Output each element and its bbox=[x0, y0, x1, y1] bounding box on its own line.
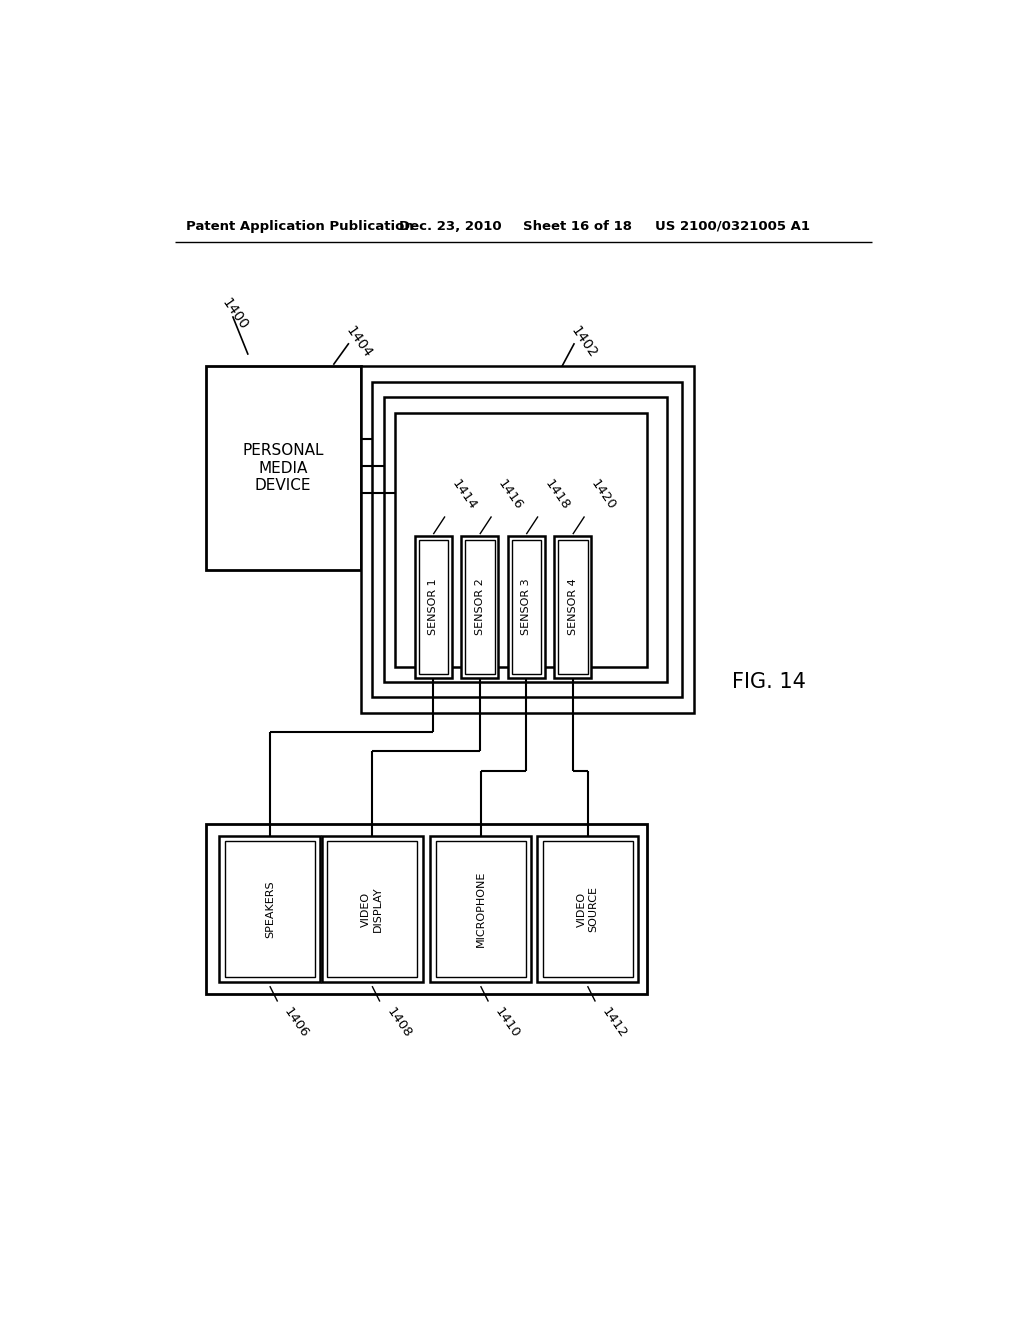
Text: VIDEO
SOURCE: VIDEO SOURCE bbox=[577, 886, 598, 932]
Bar bbox=[322, 836, 423, 982]
Bar bbox=[558, 540, 588, 675]
Text: SPEAKERS: SPEAKERS bbox=[265, 880, 274, 939]
Text: 1400: 1400 bbox=[219, 296, 251, 333]
Text: US 2100/0321005 A1: US 2100/0321005 A1 bbox=[655, 219, 810, 232]
Text: 1408: 1408 bbox=[384, 1006, 414, 1040]
Bar bbox=[372, 381, 682, 697]
Text: FIG. 14: FIG. 14 bbox=[732, 672, 806, 692]
Bar bbox=[206, 367, 360, 570]
Text: VIDEO
DISPLAY: VIDEO DISPLAY bbox=[361, 886, 383, 932]
Text: 1416: 1416 bbox=[496, 478, 525, 512]
Bar bbox=[430, 836, 531, 982]
Bar bbox=[219, 836, 321, 982]
Text: SENSOR 3: SENSOR 3 bbox=[521, 578, 531, 635]
Bar bbox=[538, 836, 638, 982]
Text: 1406: 1406 bbox=[282, 1006, 311, 1040]
Bar bbox=[328, 841, 417, 977]
Bar bbox=[543, 841, 633, 977]
Bar bbox=[415, 536, 452, 678]
Text: MICROPHONE: MICROPHONE bbox=[475, 871, 485, 948]
Text: 1404: 1404 bbox=[343, 323, 375, 360]
Text: 1410: 1410 bbox=[493, 1006, 522, 1040]
Text: 1414: 1414 bbox=[449, 478, 479, 512]
Text: Dec. 23, 2010: Dec. 23, 2010 bbox=[399, 219, 502, 232]
Bar bbox=[508, 536, 545, 678]
Text: SENSOR 2: SENSOR 2 bbox=[475, 578, 484, 635]
Text: 1420: 1420 bbox=[589, 478, 618, 512]
Bar bbox=[419, 540, 449, 675]
Text: Sheet 16 of 18: Sheet 16 of 18 bbox=[523, 219, 632, 232]
Bar bbox=[384, 397, 667, 682]
Bar bbox=[225, 841, 314, 977]
Text: Patent Application Publication: Patent Application Publication bbox=[186, 219, 414, 232]
Text: 1402: 1402 bbox=[568, 323, 600, 360]
Bar bbox=[465, 540, 495, 675]
Bar bbox=[206, 825, 647, 994]
Text: SENSOR 1: SENSOR 1 bbox=[428, 578, 438, 635]
Bar bbox=[435, 841, 525, 977]
Bar bbox=[461, 536, 499, 678]
Bar bbox=[554, 536, 592, 678]
Bar bbox=[395, 412, 647, 667]
Bar bbox=[512, 540, 541, 675]
Text: 1418: 1418 bbox=[542, 478, 571, 512]
Bar bbox=[360, 367, 693, 713]
Text: PERSONAL
MEDIA
DEVICE: PERSONAL MEDIA DEVICE bbox=[243, 444, 324, 494]
Text: 1412: 1412 bbox=[599, 1006, 630, 1040]
Text: SENSOR 4: SENSOR 4 bbox=[568, 578, 578, 635]
